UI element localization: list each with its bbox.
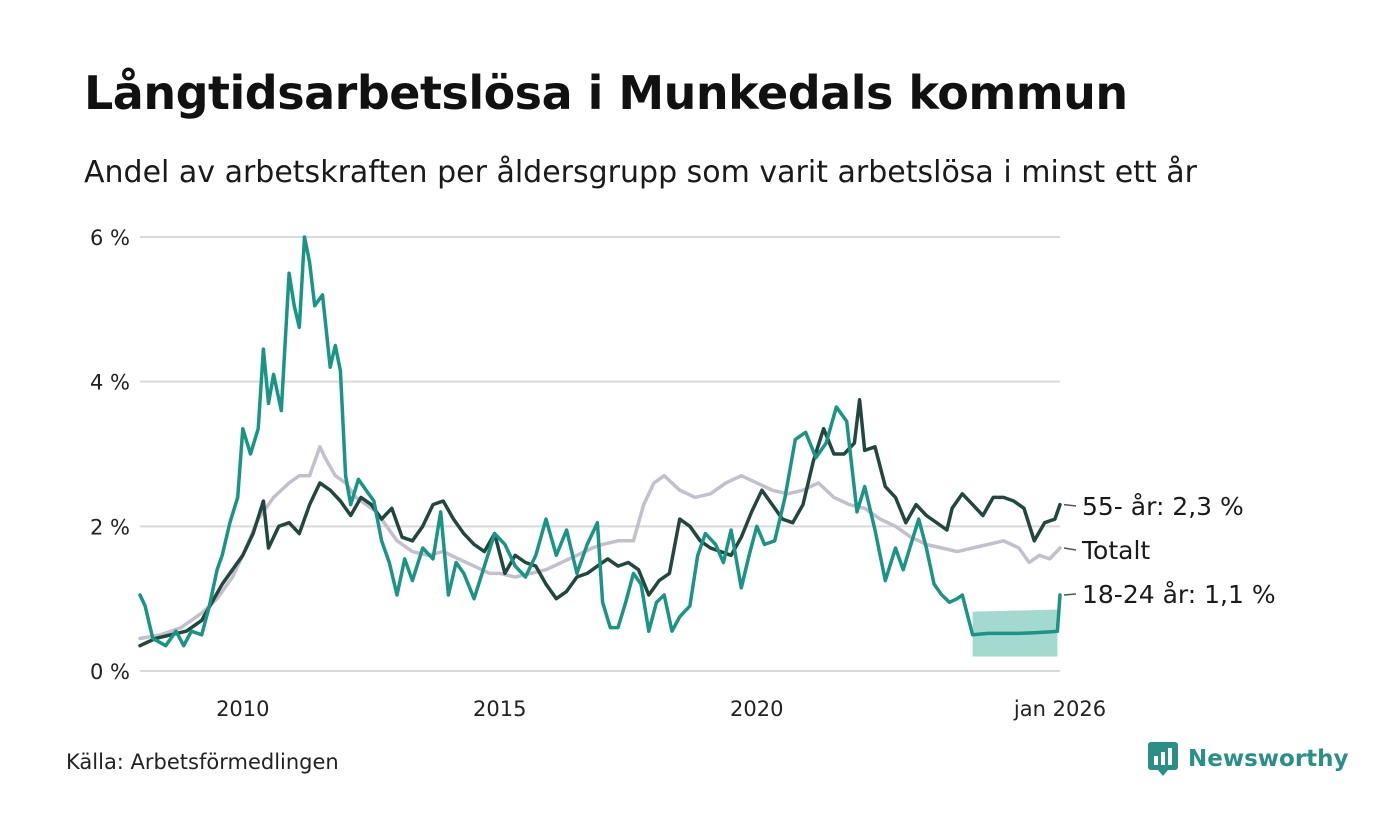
series-line-young	[138, 235, 1062, 648]
brand-name: Newsworthy	[1188, 746, 1349, 772]
x-tick-label: jan 2026	[1013, 697, 1106, 721]
series-end-label: 18-24 år: 1,1 %	[1082, 580, 1276, 609]
series-end-label: 55- år: 2,3 %	[1082, 492, 1244, 521]
series-layer	[138, 235, 1062, 648]
series-line-old	[138, 398, 1062, 648]
y-tick-label: 6 %	[90, 226, 130, 250]
newsworthy-logo-icon	[1148, 742, 1178, 776]
x-tick-label: 2015	[473, 697, 526, 721]
y-tick-label: 4 %	[90, 371, 130, 395]
series-end-label: Totalt	[1081, 536, 1150, 565]
brand-logo[interactable]: Newsworthy	[1148, 742, 1349, 776]
source-note: Källa: Arbetsförmedlingen	[66, 750, 339, 774]
line-chart: 0 % 2 % 4 % 6 % 2010 2015 2020 jan 2026 Totalt 5…	[90, 226, 1276, 721]
chart-subtitle: Andel av arbetskraften per åldersgrupp s…	[84, 155, 1197, 190]
end-label-connector	[1063, 547, 1077, 551]
x-tick-label: 2010	[216, 697, 269, 721]
chart-title: Långtidsarbetslösa i Munkedals kommun	[84, 66, 1128, 120]
grid-layer: 0 % 2 % 4 % 6 % 2010 2015 2020 jan 2026	[90, 226, 1106, 721]
series-line-total	[138, 445, 1062, 641]
x-tick-label: 2020	[730, 697, 783, 721]
y-tick-label: 0 %	[90, 660, 130, 684]
end-label-connector	[1063, 503, 1077, 507]
y-tick-label: 2 %	[90, 515, 130, 539]
end-label-connector	[1063, 593, 1077, 596]
end-label-layer: Totalt 55- år: 2,3 % 18-24 år: 1,1 %	[1063, 492, 1276, 609]
